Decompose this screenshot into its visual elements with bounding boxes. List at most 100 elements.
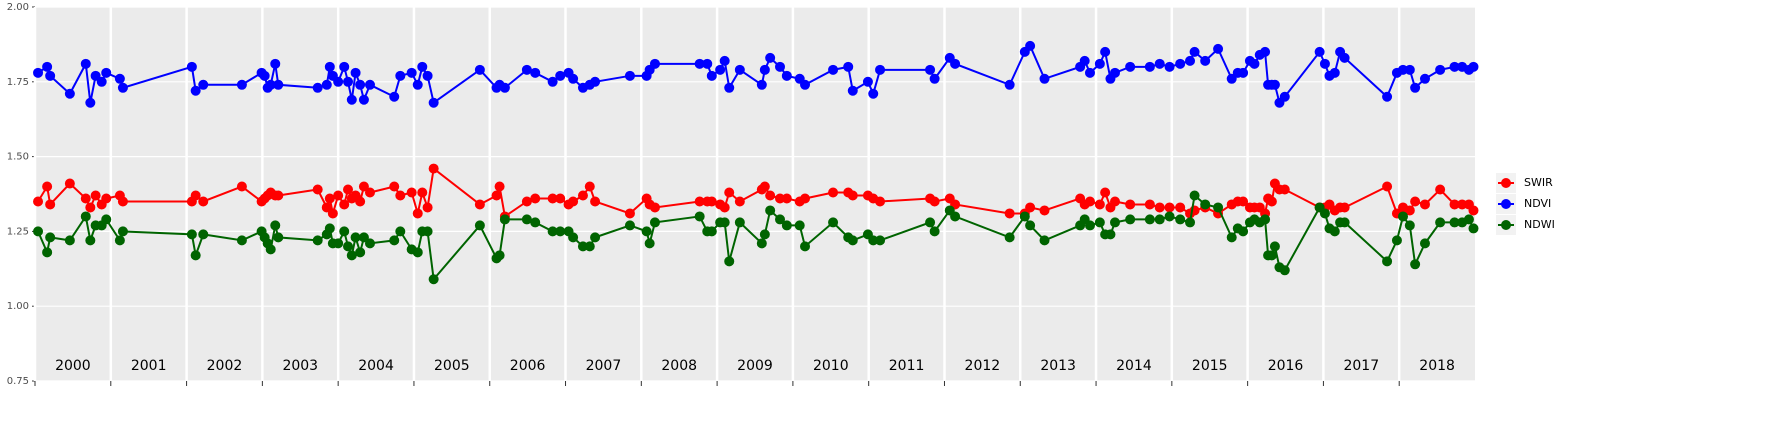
data-point: [395, 70, 406, 81]
data-point: [190, 85, 201, 96]
data-point: [1260, 46, 1271, 57]
x-tick-label: 2013: [1040, 358, 1076, 374]
legend-label: NDWI: [1524, 218, 1555, 231]
data-point: [90, 190, 101, 201]
data-point: [494, 250, 505, 261]
data-point: [1382, 181, 1393, 192]
data-point: [644, 238, 655, 249]
data-point: [333, 76, 344, 87]
x-tick-label: 2010: [813, 358, 849, 374]
data-point: [1084, 220, 1095, 231]
data-point: [724, 256, 735, 267]
data-point: [781, 220, 792, 231]
data-point: [270, 220, 281, 231]
data-point: [1314, 46, 1325, 57]
data-point: [624, 70, 635, 81]
data-point: [186, 61, 197, 72]
data-point: [389, 91, 400, 102]
data-point: [428, 163, 439, 174]
data-point: [828, 64, 839, 75]
data-point: [1319, 58, 1330, 69]
x-tick-label: 2017: [1343, 358, 1379, 374]
data-point: [843, 61, 854, 72]
data-point: [590, 232, 601, 243]
data-point: [236, 235, 247, 246]
data-point: [96, 76, 107, 87]
data-point: [1266, 250, 1277, 261]
data-point: [321, 79, 332, 90]
data-point: [101, 214, 112, 225]
data-point: [346, 250, 357, 261]
data-point: [117, 226, 128, 237]
data-point: [499, 82, 510, 93]
data-point: [1468, 205, 1479, 216]
data-point: [236, 79, 247, 90]
data-point: [1319, 208, 1330, 219]
data-point: [1213, 43, 1224, 54]
data-point: [1125, 214, 1136, 225]
data-point: [1094, 58, 1105, 69]
data-point: [474, 199, 485, 210]
data-point: [1039, 235, 1050, 246]
data-point: [1144, 61, 1155, 72]
data-point: [781, 193, 792, 204]
data-point: [1025, 40, 1036, 51]
data-point: [355, 196, 366, 207]
x-tick-label: 2014: [1116, 358, 1152, 374]
data-point: [101, 193, 112, 204]
data-point: [1154, 214, 1165, 225]
data-point: [412, 79, 423, 90]
data-point: [1279, 184, 1290, 195]
data-point: [85, 97, 96, 108]
data-point: [1019, 211, 1030, 222]
data-point: [1410, 259, 1421, 270]
data-point: [1238, 226, 1249, 237]
data-point: [33, 67, 44, 78]
data-point: [929, 196, 940, 207]
data-point: [1004, 79, 1015, 90]
data-point: [590, 196, 601, 207]
data-point: [355, 247, 366, 258]
x-tick-label: 2018: [1419, 358, 1455, 374]
data-point: [343, 241, 354, 252]
data-point: [547, 226, 558, 237]
data-point: [756, 79, 767, 90]
y-tick-label: 1.25: [7, 226, 29, 237]
data-point: [80, 193, 91, 204]
data-point: [1404, 205, 1415, 216]
data-point: [694, 196, 705, 207]
data-point: [1269, 79, 1280, 90]
data-point: [45, 70, 56, 81]
data-point: [324, 193, 335, 204]
data-point: [265, 79, 276, 90]
data-point: [847, 85, 858, 96]
data-point: [355, 79, 366, 90]
data-point: [1084, 196, 1095, 207]
data-point: [734, 64, 745, 75]
data-point: [1110, 217, 1120, 228]
data-point: [1468, 61, 1479, 72]
data-point: [1079, 55, 1090, 66]
data-point: [641, 226, 652, 237]
data-point: [775, 214, 786, 225]
data-point: [950, 211, 961, 222]
data-point: [324, 61, 335, 72]
data-point: [327, 208, 338, 219]
data-point: [395, 226, 406, 237]
data-point: [1164, 61, 1175, 72]
data-point: [925, 64, 936, 75]
data-point: [828, 217, 839, 228]
data-point: [759, 181, 770, 192]
data-point: [759, 64, 770, 75]
data-point: [547, 76, 558, 87]
data-point: [1025, 202, 1036, 213]
data-point: [875, 64, 886, 75]
x-tick-label: 2007: [586, 358, 622, 374]
data-point: [1238, 196, 1249, 207]
x-tick-label: 2009: [737, 358, 773, 374]
data-point: [259, 70, 270, 81]
data-point: [273, 190, 284, 201]
data-point: [734, 196, 745, 207]
data-point: [64, 235, 75, 246]
data-point: [339, 226, 350, 237]
